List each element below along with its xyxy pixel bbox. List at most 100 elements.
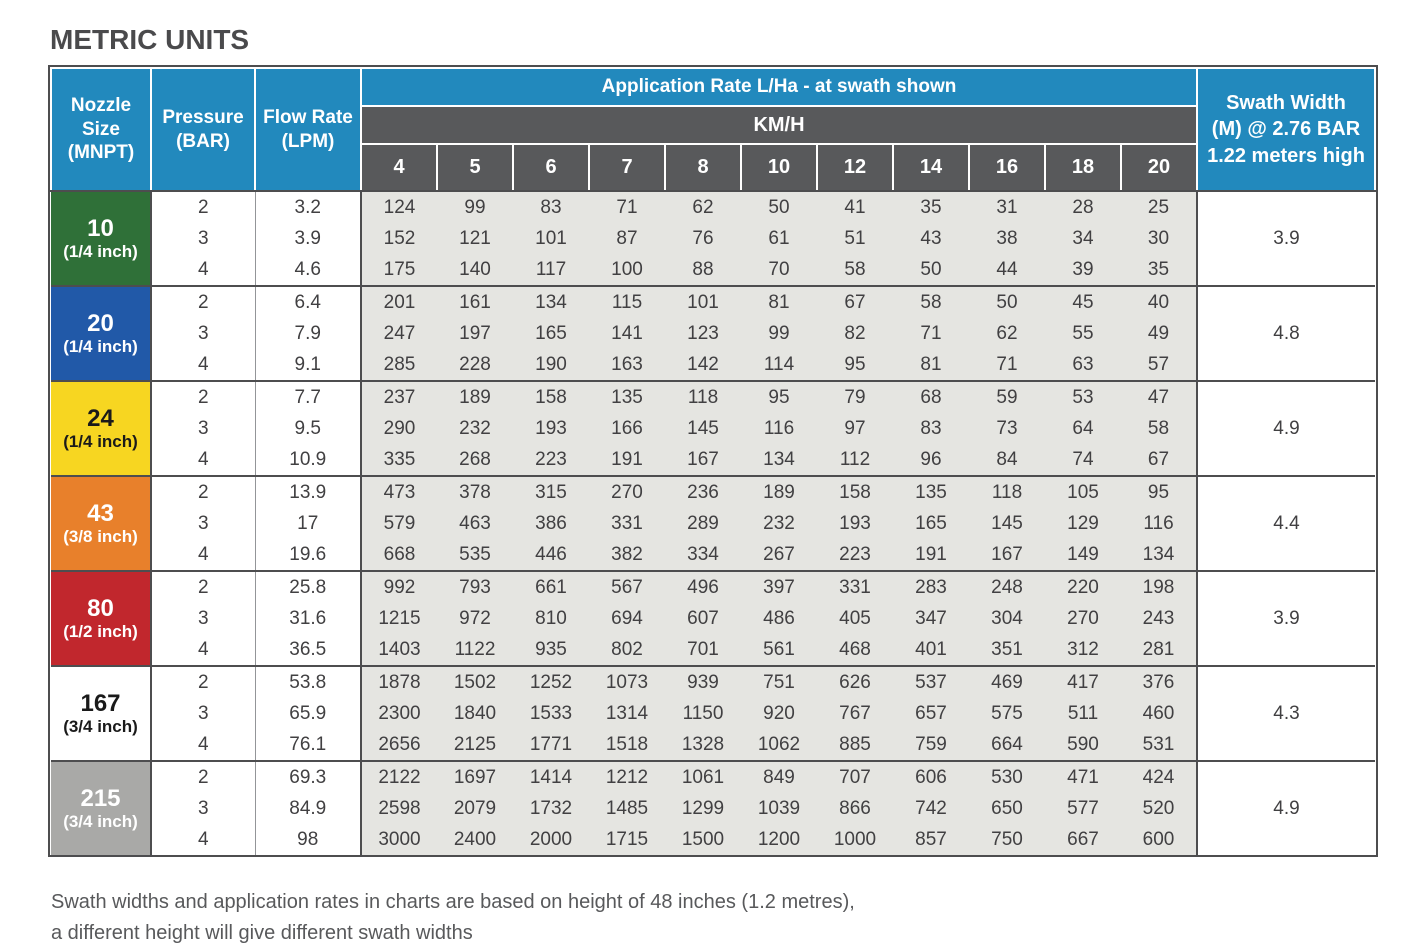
flow-rate-cell: 98: [255, 824, 362, 855]
rate-value-cell: 135: [589, 380, 665, 413]
rate-value-cell: 460: [1121, 698, 1197, 729]
pressure-cell: 2: [150, 665, 256, 698]
table-row: 3 31.6 1215 972 810 694 607 486 405 347 304 270 243: [51, 603, 1375, 634]
flow-rate-cell: 53.8: [255, 665, 362, 698]
table-row: 4 9.1 285 228 190 163 142 114 95 81 71 63 57: [51, 349, 1375, 381]
rate-value-cell: 63: [1045, 349, 1121, 381]
rate-value-cell: 1200: [741, 824, 817, 855]
rate-value-cell: 857: [893, 824, 969, 855]
rate-value-cell: 112: [817, 444, 893, 476]
rate-value-cell: 71: [969, 349, 1045, 381]
speed-header-cell: 12: [816, 143, 894, 192]
rate-value-cell: 145: [969, 508, 1045, 539]
rate-value-cell: 767: [817, 698, 893, 729]
rate-value-cell: 283: [893, 570, 969, 603]
kmh-header: KM/H: [360, 105, 1198, 145]
rate-value-cell: 58: [1121, 413, 1197, 444]
rate-value-cell: 694: [589, 603, 665, 634]
rate-value-cell: 668: [361, 539, 437, 571]
table-row: 3 65.9 2300 1840 1533 1314 1150 920 767 657 575 511…: [51, 698, 1375, 729]
flow-rate-cell: 84.9: [255, 793, 362, 824]
rate-value-cell: 149: [1045, 539, 1121, 571]
rate-value-cell: 38: [969, 223, 1045, 254]
rate-value-cell: 972: [437, 603, 513, 634]
rate-value-cell: 701: [665, 634, 741, 666]
rate-value-cell: 2300: [361, 698, 437, 729]
rate-value-cell: 237: [361, 380, 437, 413]
rate-value-cell: 2598: [361, 793, 437, 824]
application-rate-header: Application Rate L/Ha - at swath shown: [360, 67, 1198, 107]
swath-width-cell: 3.9: [1196, 190, 1375, 286]
rate-value-cell: 2079: [437, 793, 513, 824]
rate-value-cell: 304: [969, 603, 1045, 634]
table-row: 3 7.9 247 197 165 141 123 99 82 71 62 55 49: [51, 318, 1375, 349]
rate-value-cell: 247: [361, 318, 437, 349]
rate-value-cell: 386: [513, 508, 589, 539]
rate-value-cell: 417: [1045, 665, 1121, 698]
pressure-cell: 3: [150, 698, 256, 729]
rate-value-cell: 376: [1121, 665, 1197, 698]
rate-value-cell: 446: [513, 539, 589, 571]
rate-value-cell: 606: [893, 760, 969, 793]
nozzle-inch-label: (1/4 inch): [63, 242, 138, 262]
rate-value-cell: 236: [665, 475, 741, 508]
rate-value-cell: 83: [513, 190, 589, 223]
rate-value-cell: 129: [1045, 508, 1121, 539]
header-line: 1.22 meters high: [1207, 144, 1365, 167]
rate-value-cell: 158: [513, 380, 589, 413]
footnote-line: a different height will give different s…: [51, 922, 473, 944]
flow-rate-cell: 13.9: [255, 475, 362, 508]
rate-value-cell: 664: [969, 729, 1045, 761]
speed-header-cell: 20: [1120, 143, 1198, 192]
rate-value-cell: 74: [1045, 444, 1121, 476]
rate-value-cell: 167: [665, 444, 741, 476]
table-row: 215 (3/4 inch) 2 69.3 2122 1697 1414 1212 1061 84…: [51, 760, 1375, 855]
rate-value-cell: 335: [361, 444, 437, 476]
rate-value-cell: 268: [437, 444, 513, 476]
pressure-cell: 3: [150, 508, 256, 539]
nozzle-inch-label: (1/4 inch): [63, 337, 138, 357]
nozzle-size-number: 10: [87, 214, 114, 242]
flow-rate-cell: 31.6: [255, 603, 362, 634]
speed-header-cell: 8: [664, 143, 742, 192]
rate-value-cell: 935: [513, 634, 589, 666]
flow-rate-cell: 65.9: [255, 698, 362, 729]
rate-value-cell: 99: [741, 318, 817, 349]
rate-value-cell: 1039: [741, 793, 817, 824]
nozzle-inch-label: (3/8 inch): [63, 527, 138, 547]
nozzle-size-cell: 10 (1/4 inch): [51, 190, 151, 286]
speed-header-cell: 16: [968, 143, 1046, 192]
flow-rate-header: Flow Rate (LPM): [254, 67, 362, 192]
rate-value-cell: 600: [1121, 824, 1197, 855]
pressure-cell: 4: [150, 349, 256, 381]
rate-value-cell: 30: [1121, 223, 1197, 254]
table-row: 167 (3/4 inch) 2 53.8 1878 1502 1252 1073 939 751…: [51, 665, 1375, 761]
pressure-cell: 4: [150, 254, 256, 286]
flow-rate-cell: 6.4: [255, 285, 362, 318]
table-row: 80 (1/2 inch) 2 25.8 992 793 661 567 496 397 331 28…: [51, 570, 1375, 666]
rate-value-cell: 191: [893, 539, 969, 571]
rate-value-cell: 1252: [513, 665, 589, 698]
rate-value-cell: 88: [665, 254, 741, 286]
rate-value-cell: 190: [513, 349, 589, 381]
rate-value-cell: 1215: [361, 603, 437, 634]
header-line: (LPM): [281, 130, 335, 152]
rate-value-cell: 25: [1121, 190, 1197, 223]
rate-value-cell: 267: [741, 539, 817, 571]
rate-value-cell: 1062: [741, 729, 817, 761]
rate-value-cell: 939: [665, 665, 741, 698]
rate-value-cell: 101: [665, 285, 741, 318]
speed-header-cell: 5: [436, 143, 514, 192]
table-row: 4 4.6 175 140 117 100 88 70 58 50 44 39 35: [51, 254, 1375, 286]
rate-value-cell: 105: [1045, 475, 1121, 508]
table-row: 4 19.6 668 535 446 382 334 267 223 191 167 149 134: [51, 539, 1375, 571]
pressure-cell: 2: [150, 475, 256, 508]
nozzle-size-cell: 24 (1/4 inch): [51, 380, 151, 476]
header-line: (M) @ 2.76 BAR: [1211, 118, 1361, 141]
rate-value-cell: 161: [437, 285, 513, 318]
rate-value-cell: 64: [1045, 413, 1121, 444]
flow-rate-cell: 9.5: [255, 413, 362, 444]
rate-value-cell: 347: [893, 603, 969, 634]
rate-value-cell: 117: [513, 254, 589, 286]
rate-value-cell: 285: [361, 349, 437, 381]
